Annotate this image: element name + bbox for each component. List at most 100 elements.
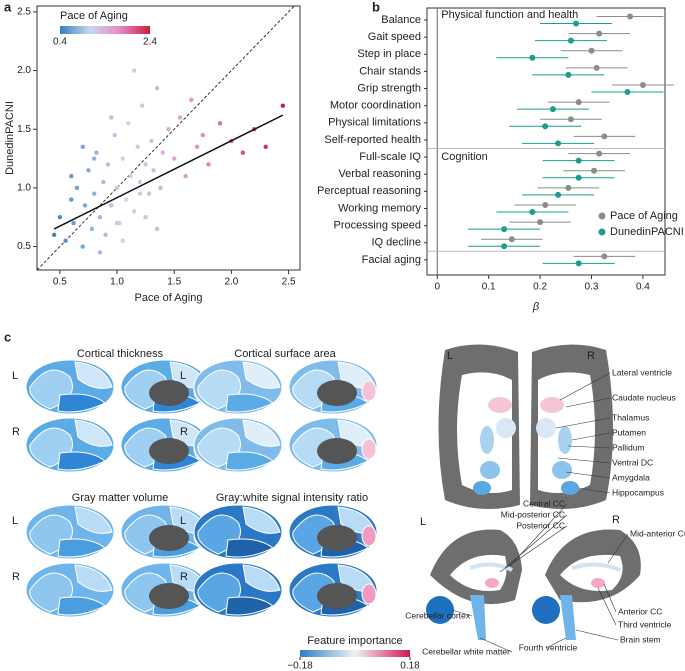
leader-line [499, 525, 568, 573]
point [146, 191, 152, 196]
point [183, 173, 188, 179]
y-tick-label: 0.5 [17, 241, 31, 252]
dot [555, 140, 562, 147]
dot [601, 253, 608, 260]
x-axis-label: β [532, 301, 540, 313]
region [361, 438, 377, 460]
category-label: Full-scale IQ [359, 151, 421, 163]
y-tick-label: 1.5 [17, 124, 31, 135]
group-label: Physical function and health [441, 9, 578, 21]
leader-line [577, 487, 611, 494]
medial-wall [317, 380, 357, 406]
category-label: Grip strength [357, 82, 421, 94]
point [160, 150, 165, 155]
map-title: Gray matter volume [72, 492, 169, 504]
region [225, 451, 274, 471]
x-tick-label: 2.0 [224, 277, 238, 288]
dot [508, 236, 515, 243]
legend-marker [598, 212, 606, 220]
leader-line [575, 629, 619, 641]
structure-label: Cerebellar white matter [422, 646, 510, 656]
hemisphere-label: L [447, 350, 453, 362]
y-tick-label: 2.5 [17, 7, 31, 18]
dot [529, 208, 536, 215]
medial-wall [317, 583, 357, 609]
dot [565, 184, 572, 191]
point [101, 179, 106, 185]
point [89, 226, 95, 232]
x-tick-label: 1.5 [167, 277, 181, 288]
panel-label: c [4, 329, 11, 344]
hemisphere-label: R [180, 571, 188, 583]
dot [542, 201, 549, 208]
point [131, 68, 137, 73]
group-label: Cognition [441, 151, 487, 163]
hemisphere-label: R [587, 350, 595, 362]
x-tick-label: 2.5 [282, 277, 296, 288]
hemisphere-label: R [612, 514, 620, 526]
point [217, 121, 223, 126]
category-label: Balance [381, 14, 421, 26]
dot [575, 157, 582, 164]
x-tick-label: 0 [434, 282, 440, 293]
point [172, 156, 177, 161]
medial-wall [149, 525, 189, 551]
region [57, 393, 106, 413]
point [189, 97, 194, 103]
category-label: Processing speed [334, 220, 421, 232]
panel-label: b [372, 0, 380, 14]
legend-marker [598, 228, 606, 236]
y-tick-label: 1.0 [17, 183, 31, 194]
region [242, 564, 281, 592]
point [114, 220, 120, 226]
leader-line [545, 637, 567, 649]
point [63, 238, 68, 243]
point [154, 226, 160, 232]
structure-label: Mid-anterior CC [630, 528, 685, 538]
structure-label: Mid-posterior CC [501, 509, 565, 519]
colorbar [60, 26, 150, 34]
dot [639, 82, 646, 89]
dot [624, 89, 631, 96]
point [126, 121, 131, 126]
point [135, 144, 140, 149]
point [80, 244, 85, 249]
hemisphere-label: L [180, 370, 186, 382]
point [143, 215, 148, 220]
point [280, 103, 286, 108]
region [361, 380, 377, 402]
subcortical-diagram: L R L R Lateral ventricle Caudate nucleus Thal… [405, 344, 685, 656]
x-tick-label: 0.2 [533, 282, 547, 293]
point [151, 168, 156, 173]
colorbar-label: 0.4 [53, 37, 67, 48]
point [86, 168, 91, 173]
point [149, 138, 154, 144]
dot [567, 37, 574, 44]
plots: 0.5 1.0 1.5 2.0 2.5 0.5 1.0 1.5 2.0 2.5 Pace of Ag… [4, 5, 684, 313]
plot-frame [36, 5, 301, 271]
point [97, 250, 103, 255]
point [123, 197, 129, 202]
category-label: Motor coordination [330, 100, 421, 112]
category-label: Facial aging [362, 254, 421, 266]
point [97, 215, 103, 220]
point [166, 127, 171, 132]
dot [565, 71, 572, 78]
dot [601, 133, 608, 140]
category-label: IQ decline [371, 237, 421, 249]
region [74, 506, 113, 534]
hemisphere-label: L [12, 370, 18, 382]
leader-line [565, 397, 611, 408]
point [91, 156, 97, 161]
point [57, 215, 63, 220]
leader-line [567, 445, 611, 449]
structure-label: Caudate nucleus [612, 392, 676, 402]
x-axis-label: Pace of Aging [135, 292, 203, 304]
medial-wall [149, 380, 189, 406]
colorbar [300, 650, 410, 657]
category-label: Working memory [338, 202, 421, 214]
hemisphere-label: L [12, 515, 18, 527]
x-tick-label: 0.5 [53, 277, 67, 288]
structure-label: Amygdala [612, 472, 650, 482]
dot [573, 20, 580, 27]
